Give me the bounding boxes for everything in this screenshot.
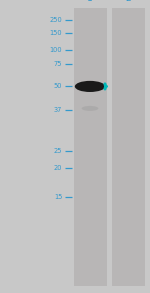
Text: 150: 150 — [50, 30, 62, 36]
Text: 25: 25 — [54, 148, 62, 154]
Bar — [112, 8, 145, 286]
Text: 75: 75 — [54, 61, 62, 67]
Bar — [74, 8, 106, 286]
Text: 37: 37 — [54, 107, 62, 113]
Text: 15: 15 — [54, 194, 62, 200]
Ellipse shape — [75, 81, 105, 92]
Text: 250: 250 — [50, 17, 62, 23]
Ellipse shape — [82, 106, 98, 111]
Text: 2: 2 — [125, 0, 131, 3]
Text: 1: 1 — [87, 0, 93, 3]
Text: 20: 20 — [54, 166, 62, 171]
Text: 100: 100 — [50, 47, 62, 53]
Text: 50: 50 — [54, 84, 62, 89]
